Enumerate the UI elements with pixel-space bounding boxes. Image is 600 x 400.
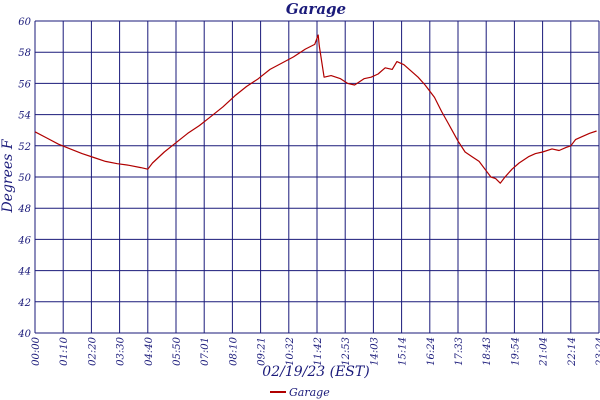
x-axis-label: 02/19/23 (EST) [262, 364, 369, 380]
legend-label-garage: Garage [289, 386, 330, 399]
x-tick-label: 00:00 [31, 336, 42, 365]
x-tick-label: 09:21 [257, 337, 268, 366]
y-tick-label: 44 [17, 267, 31, 278]
x-tick-label: 16:24 [426, 337, 437, 366]
x-tick-label: 01:10 [59, 336, 70, 365]
x-tick-label: 17:33 [454, 337, 465, 366]
x-tick-label: 14:03 [369, 337, 380, 366]
x-tick-label: 19:54 [510, 337, 521, 366]
x-tick-label: 22:14 [567, 337, 578, 367]
y-tick-label: 58 [18, 48, 31, 59]
x-tick-label: 11:42 [313, 337, 324, 366]
series-line-garage [34, 34, 597, 184]
y-tick-label: 52 [18, 142, 31, 153]
x-tick-label: 07:01 [200, 337, 211, 366]
y-axis-label: Degrees F [0, 138, 16, 213]
x-tick-label: 12:53 [341, 337, 352, 366]
x-tick-label: 05:50 [172, 336, 183, 365]
y-tick-label: 60 [18, 17, 31, 28]
y-tick-label: 50 [18, 173, 31, 184]
x-tick-label: 18:43 [482, 337, 493, 366]
x-tick-label: 02:20 [87, 336, 98, 365]
y-tick-label: 54 [18, 111, 31, 122]
x-tick-label: 10:32 [285, 337, 296, 366]
legend: Garage [270, 386, 330, 399]
y-tick-labels: 40 42 44 46 48 50 52 54 56 58 60 [17, 17, 31, 340]
grid [34, 20, 600, 334]
x-tick-label: 21:04 [539, 337, 550, 367]
y-tick-label: 56 [18, 79, 31, 90]
x-tick-label: 03:30 [116, 336, 127, 365]
x-tick-label: 04:40 [144, 336, 155, 365]
x-tick-label: 08:10 [228, 336, 239, 365]
series-layer [34, 34, 597, 184]
y-tick-label: 42 [17, 298, 31, 309]
x-tick-label: 15:14 [398, 337, 409, 366]
y-tick-label: 46 [17, 235, 31, 246]
chart-title: Garage [286, 0, 346, 18]
y-tick-label: 48 [17, 204, 31, 215]
y-tick-label: 40 [17, 329, 31, 340]
x-tick-labels: 00:00 01:10 02:20 03:30 04:40 05:50 07:01 08:10… [31, 336, 600, 366]
x-tick-label: 23:24 [595, 337, 600, 367]
